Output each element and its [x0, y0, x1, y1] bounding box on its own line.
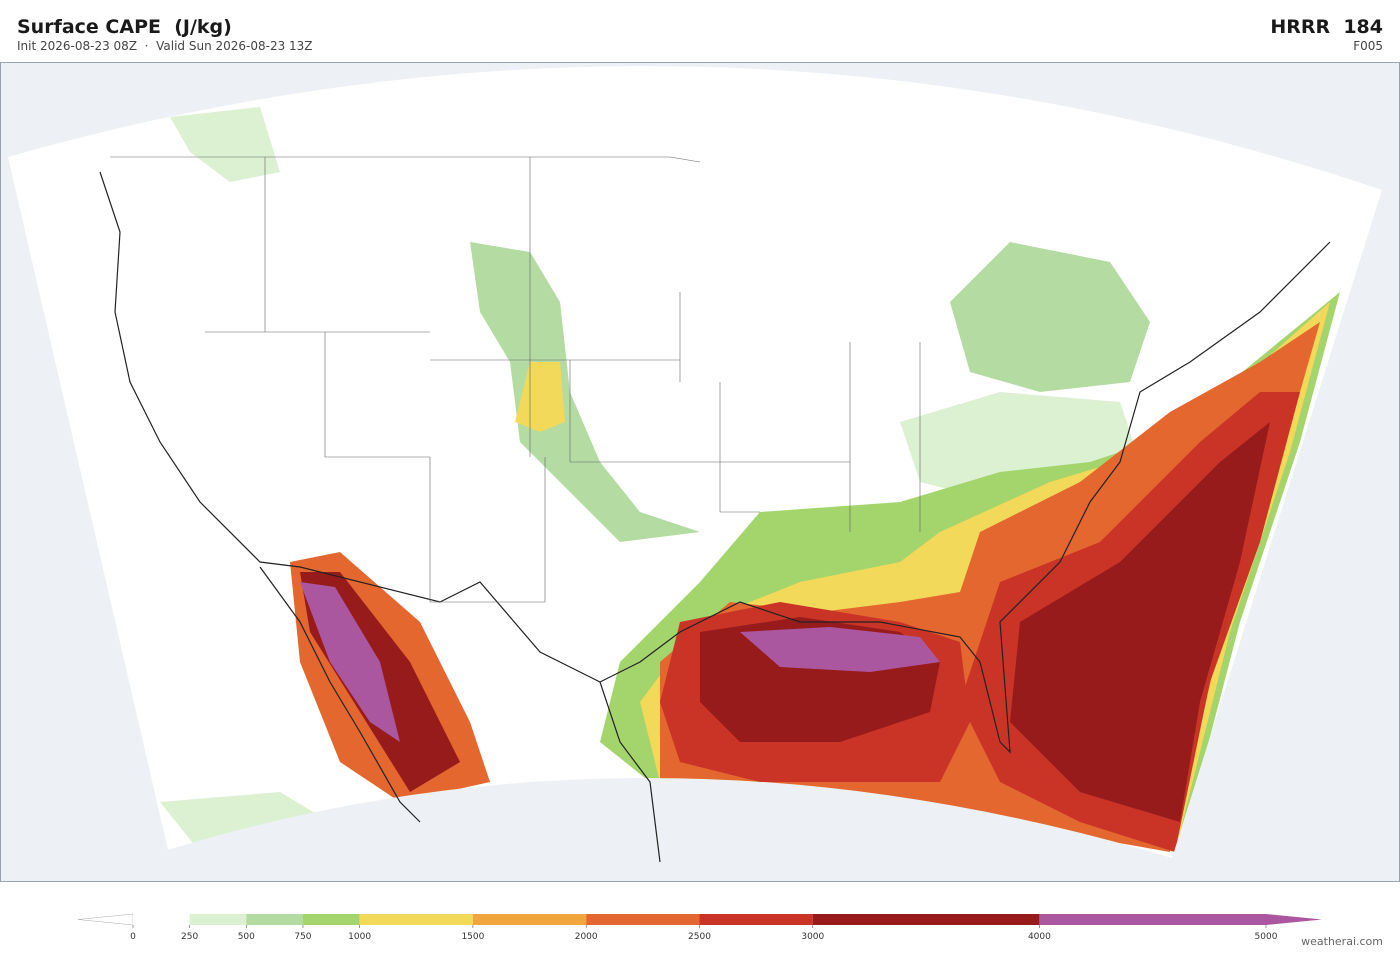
colorbar-tick-label: 2500 [688, 932, 711, 942]
colorbar-tick-label: 500 [238, 932, 255, 942]
colorbar-tick-label: 750 [294, 932, 311, 942]
colorbar-tick-label: 3000 [801, 932, 824, 942]
colorbar-segment [302, 914, 360, 925]
colorbar-tick-label: 4000 [1028, 932, 1051, 942]
colorbar-segment [812, 914, 1040, 925]
colorbar-segment [699, 914, 813, 925]
colorbar-segment [246, 914, 303, 925]
map [0, 62, 1400, 882]
model: HRRR 184 [1270, 16, 1383, 38]
colorbar-segment [133, 914, 190, 925]
credit: weatherai.com [1301, 935, 1383, 948]
colorbar-segment [359, 914, 473, 925]
colorbar-tick-label: 5000 [1255, 932, 1278, 942]
colorbar-tick-label: 1500 [461, 932, 484, 942]
forecast-hour: F005 [1353, 39, 1383, 53]
coastlines [99, 171, 1331, 863]
colorbar: 0 250 500 750 1000 1500 2000 2500 3000 4000 5000 [77, 913, 1322, 942]
colorbar-segment [1039, 914, 1266, 925]
colorbar-segment [189, 914, 247, 925]
colorbar-segment [472, 914, 587, 925]
colorbar-segment [586, 914, 700, 925]
title: Surface CAPE (J/kg) [17, 16, 232, 38]
colorbar-tick-label: 250 [181, 932, 198, 942]
colorbar-under [77, 913, 134, 926]
subtitle: Init 2026-08-23 08Z · Valid Sun 2026-08-… [17, 39, 313, 53]
colorbar-tick-label: 2000 [575, 932, 598, 942]
borders [110, 156, 921, 603]
colorbar-tick-label: 1000 [348, 932, 371, 942]
colorbar-tick-label: 0 [130, 932, 136, 942]
colorbar-over [1266, 914, 1322, 925]
cape-field [160, 107, 1340, 852]
